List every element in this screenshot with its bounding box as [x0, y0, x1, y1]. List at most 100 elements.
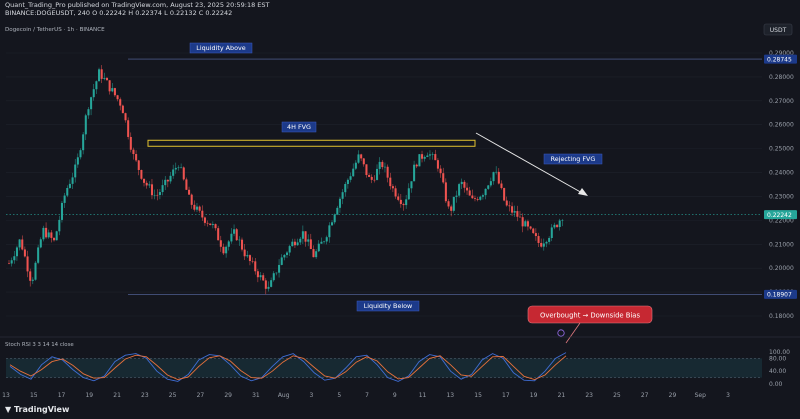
candle-body	[309, 239, 312, 250]
candle-body	[447, 201, 450, 207]
candle-body	[415, 164, 418, 167]
label-liquidity-above-bg	[189, 42, 253, 54]
time-tick-label: 19	[530, 392, 538, 399]
candle-body	[137, 160, 140, 170]
candle-body	[548, 238, 551, 242]
candle-body	[135, 154, 138, 161]
candle-body	[497, 171, 500, 184]
symbol-ohlc-line: BINANCE:DOGEUSDT, 240 O 0.22242 H 0.2237…	[5, 9, 233, 17]
candle-body	[180, 167, 183, 169]
time-tick-label: 29	[224, 392, 232, 399]
time-tick-label: 27	[197, 392, 205, 399]
candle-body	[368, 174, 371, 177]
candle-body	[336, 207, 339, 215]
candle-body	[23, 249, 26, 257]
candle-body	[76, 157, 79, 165]
candle-body	[413, 164, 416, 182]
candle-body	[55, 231, 58, 241]
candle-body	[124, 113, 127, 121]
candle-body	[90, 97, 93, 110]
candle-body	[98, 69, 101, 82]
candle-body	[344, 183, 347, 193]
candle-body	[529, 226, 532, 229]
time-tick-label: 27	[641, 392, 649, 399]
candle-body	[481, 195, 484, 197]
candle-body	[402, 204, 405, 206]
candle-body	[227, 241, 230, 247]
candle-body	[37, 247, 40, 263]
candle-body	[495, 171, 498, 173]
candle-body	[262, 275, 265, 281]
chart-title: Dogecoin / TetherUS · 1h · BINANCE	[5, 27, 105, 33]
candle-body	[259, 275, 262, 278]
rejection-arrow	[475, 132, 588, 196]
price-axis-label-bg	[764, 54, 797, 64]
candle-body	[421, 154, 424, 159]
candle-body	[561, 220, 564, 221]
candle-body	[113, 88, 116, 96]
candle-body	[50, 232, 53, 238]
candle-body	[272, 273, 275, 281]
price-tick-label: 0.24000	[769, 170, 794, 177]
price-tick-label: 0.18000	[769, 313, 794, 320]
label-liquidity-above: Liquidity Above	[196, 44, 245, 52]
candle-body	[550, 227, 553, 239]
candle-body	[275, 272, 278, 274]
candle-body	[542, 243, 545, 247]
candle-body	[140, 169, 143, 179]
price-tick-label: 0.28000	[769, 74, 794, 81]
candle-body	[381, 161, 384, 168]
price-axis-label: 0.28745	[767, 56, 792, 63]
alert-icon	[557, 329, 565, 337]
candle-body	[246, 255, 249, 257]
candle-body	[442, 173, 445, 183]
candle-body	[468, 190, 471, 196]
candle-body	[143, 178, 146, 183]
candle-body	[394, 188, 397, 197]
time-tick-label: 5	[337, 392, 341, 399]
time-tick-label: 23	[141, 392, 149, 399]
tradingview-icon: ▼	[5, 405, 14, 414]
price-axis-label: 0.18907	[767, 292, 792, 299]
candle-body	[13, 256, 16, 261]
candle-body	[428, 154, 432, 156]
label-4h-fvg-bg	[281, 121, 317, 133]
price-tick-label: 0.25000	[769, 146, 794, 153]
time-tick-label: 17	[502, 392, 510, 399]
candle-body	[540, 242, 543, 247]
stoch-line-k	[9, 352, 567, 382]
candles	[8, 65, 564, 295]
candle-body	[31, 279, 34, 281]
candle-body	[195, 206, 199, 210]
candle-body	[156, 194, 159, 196]
candle-body	[116, 95, 119, 100]
candle-body	[243, 249, 246, 257]
candle-body	[60, 202, 63, 220]
candle-body	[492, 172, 495, 182]
time-tick-label: 15	[474, 392, 482, 399]
candle-body	[516, 211, 519, 217]
time-axis: 13 15 17 19 21 23 25 27 29 31 Aug 3 5 7 9 11 13 15 17 19 21 2…	[2, 392, 730, 399]
candle-body	[489, 181, 492, 186]
candle-body	[10, 260, 13, 264]
candle-body	[511, 206, 514, 213]
label-rejecting-fvg: Rejecting FVG	[551, 155, 596, 163]
candle-body	[68, 183, 71, 188]
candle-body	[100, 69, 103, 79]
time-tick-label: 11	[419, 392, 427, 399]
time-tick-label: 25	[169, 392, 177, 399]
candle-body	[405, 199, 408, 206]
candle-body	[84, 115, 87, 135]
candle-body	[103, 77, 106, 79]
publisher-line: Quant_Trading_Pro published on TradingVi…	[5, 1, 270, 9]
candle-body	[503, 188, 506, 201]
candle-body	[452, 196, 455, 211]
annotation-labels: Liquidity Above 4H FVG Rejecting FVG Liquid…	[189, 42, 653, 344]
price-tick-label: 0.29000	[769, 50, 794, 57]
candle-body	[391, 186, 394, 189]
candle-body	[39, 239, 42, 248]
candle-body	[471, 195, 474, 199]
candle-body	[317, 243, 320, 252]
